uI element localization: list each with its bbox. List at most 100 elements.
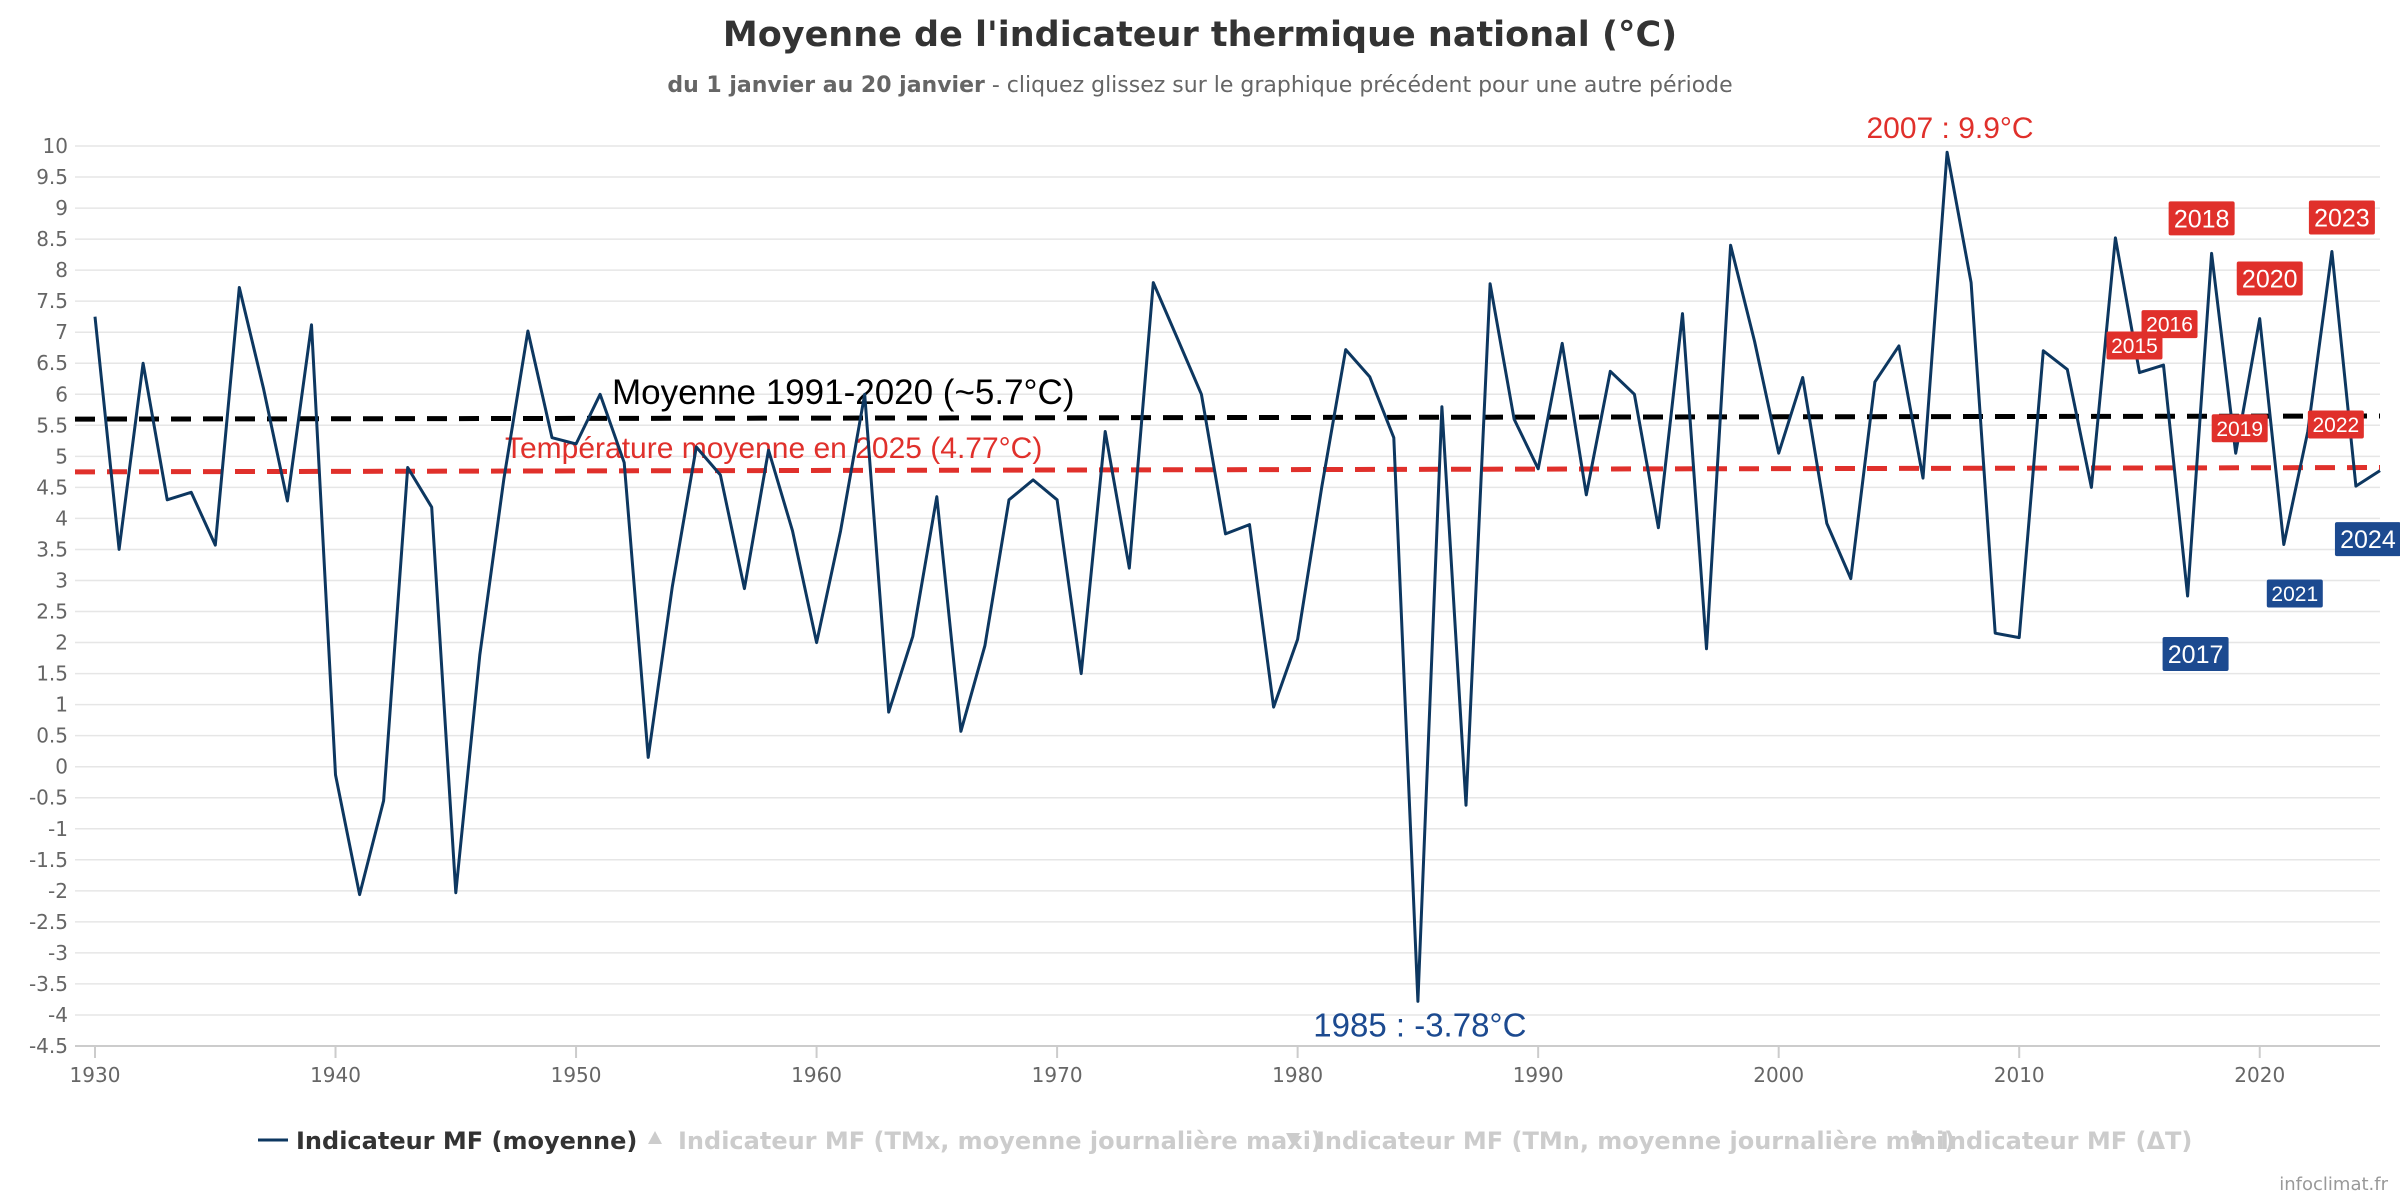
annotation-max-2007: 2007 : 9.9°C: [1866, 112, 2033, 145]
chart-subtitle: du 1 janvier au 20 janvier - cliquez gli…: [667, 73, 1732, 98]
reference-line-2025: [74, 465, 2381, 475]
x-tick-label: 1950: [551, 1063, 602, 1087]
year-badge-2020: 2020: [2236, 261, 2303, 296]
x-tick-label: 1940: [310, 1063, 361, 1087]
year-badge-label: 2018: [2174, 205, 2230, 233]
y-tick-label: 9.5: [36, 165, 68, 189]
year-badge-2017: 2017: [2162, 637, 2229, 671]
y-tick-label: 1.5: [36, 662, 68, 686]
year-badge-label: 2021: [2271, 583, 2318, 606]
legend-circle-icon: [1911, 1133, 1923, 1145]
legend-label[interactable]: Indicateur MF (TMn, moyenne journalière …: [1316, 1127, 1955, 1155]
y-tick-label: 4.5: [36, 475, 68, 499]
year-badge-2015: 2015: [2106, 331, 2163, 360]
y-tick-label: -1: [48, 817, 68, 841]
legend-item-0[interactable]: Indicateur MF (moyenne): [258, 1127, 637, 1155]
year-badge-label: 2024: [2340, 526, 2396, 554]
y-tick-label: 7.5: [36, 289, 68, 313]
y-axis-ticks: 10 9.5 9 8.5 8 7.5 7 6.5 6 5.5 5 4.5 4 3.5 3 2.5 2 1.5 1 0.…: [29, 134, 68, 1058]
credit[interactable]: infoclimat.fr: [2279, 1174, 2388, 1195]
label-temperature-2025: Température moyenne en 2025 (4.77°C): [505, 432, 1042, 465]
y-tick-label: 2.5: [36, 600, 68, 624]
y-tick-label: 6.5: [36, 351, 68, 375]
y-tick-label: 7: [55, 320, 68, 344]
y-tick-label: 5.5: [36, 413, 68, 437]
y-tick-label: -2: [48, 879, 68, 903]
annotations: 2007 : 9.9°C 1985 : -3.78°C 2018 2023 2020 20…: [1313, 112, 2400, 1043]
y-tick-label: 10: [43, 134, 68, 158]
x-tick-label: 1970: [1032, 1063, 1083, 1087]
year-badge-box: [2106, 331, 2163, 360]
year-badge-box: [2266, 579, 2323, 608]
legend-item-3[interactable]: Indicateur MF (ΔT): [1911, 1127, 2192, 1155]
reference-lines: Moyenne 1991-2020 (~5.7°C) Température mo…: [74, 373, 2381, 475]
y-tick-label: -2.5: [29, 910, 68, 934]
legend-label[interactable]: Indicateur MF (ΔT): [1940, 1127, 2192, 1155]
y-tick-label: 3: [55, 568, 68, 592]
y-tick-label: -4.5: [29, 1034, 68, 1058]
year-badge-box: [2236, 261, 2303, 296]
y-tick-label: 0: [55, 755, 68, 779]
year-badge-2018: 2018: [2168, 201, 2235, 236]
x-tick-label: 1990: [1513, 1063, 1564, 1087]
annotation-min-1985: 1985 : -3.78°C: [1313, 1006, 1526, 1043]
series-line-indicateur-mf-moyenne[interactable]: [93, 150, 2381, 1003]
year-badge-label: 2016: [2146, 314, 2193, 337]
year-badge-2023: 2023: [2308, 200, 2375, 235]
year-badge-box: [2334, 522, 2400, 557]
year-badge-2016: 2016: [2141, 310, 2198, 339]
legend[interactable]: Indicateur MF (moyenne) Indicateur MF (TM…: [258, 1127, 2192, 1155]
y-tick-label: 4: [55, 506, 68, 530]
x-axis: 1930 1940 1950 1960 1970 1980 1990 2000 2010 2020: [70, 1045, 2380, 1087]
x-tick-label: 2000: [1753, 1063, 1804, 1087]
y-tick-label: -1.5: [29, 848, 68, 872]
y-tick-label: 2: [55, 631, 68, 655]
y-tick-label: 8.5: [36, 227, 68, 251]
year-badge-2022: 2022: [2307, 410, 2364, 439]
year-badge-label: 2019: [2216, 418, 2263, 441]
year-badge-box: [2168, 201, 2235, 236]
y-tick-label: -4: [48, 1003, 68, 1027]
y-tick-label: 6: [55, 382, 68, 406]
label-mean-1991-2020: Moyenne 1991-2020 (~5.7°C): [612, 373, 1075, 412]
x-tick-label: 2020: [2234, 1063, 2285, 1087]
legend-label[interactable]: Indicateur MF (moyenne): [296, 1127, 637, 1155]
series-group: [93, 150, 2381, 1003]
year-badge-box: [2211, 414, 2268, 443]
year-badge-label: 2022: [2312, 414, 2359, 437]
y-tick-label: -3: [48, 941, 68, 965]
x-tick-label: 2010: [1994, 1063, 2045, 1087]
year-badge-label: 2020: [2242, 266, 2298, 294]
y-tick-label: 0.5: [36, 724, 68, 748]
y-tick-label: 5: [55, 444, 68, 468]
chart-subtitle-bold: du 1 janvier au 20 janvier: [667, 73, 985, 98]
year-badge-2019: 2019: [2211, 414, 2268, 443]
reference-line-mean-1991-2020: [74, 413, 2381, 422]
legend-item-2[interactable]: Indicateur MF (TMn, moyenne journalière …: [1286, 1127, 1955, 1155]
y-tick-label: 1: [55, 693, 68, 717]
legend-item-1[interactable]: Indicateur MF (TMx, moyenne journalière …: [648, 1127, 1322, 1155]
x-tick-label: 1930: [70, 1063, 121, 1087]
year-badge-label: 2017: [2168, 641, 2224, 669]
legend-label[interactable]: Indicateur MF (TMx, moyenne journalière …: [678, 1127, 1322, 1155]
legend-triangle-down-icon: [1286, 1133, 1300, 1146]
year-badge-label: 2015: [2111, 335, 2158, 358]
y-tick-label: -3.5: [29, 972, 68, 996]
y-tick-label: 8: [55, 258, 68, 282]
year-badge-box: [2162, 637, 2229, 671]
y-tick-label: 3.5: [36, 537, 68, 561]
year-badge-box: [2141, 310, 2198, 339]
year-badge-label: 2023: [2314, 205, 2370, 233]
y-tick-label: 9: [55, 196, 68, 220]
y-tick-label: -0.5: [29, 786, 68, 810]
y-gridlines: [75, 145, 2380, 1047]
year-badge-box: [2307, 410, 2364, 439]
legend-triangle-up-icon: [648, 1131, 662, 1144]
x-tick-label: 1980: [1272, 1063, 1323, 1087]
chart-title: Moyenne de l'indicateur thermique nation…: [723, 15, 1677, 55]
x-tick-label: 1960: [791, 1063, 842, 1087]
year-badge-2021: 2021: [2266, 579, 2323, 608]
year-badge-2024: 2024: [2334, 522, 2400, 557]
year-badge-box: [2308, 200, 2375, 235]
